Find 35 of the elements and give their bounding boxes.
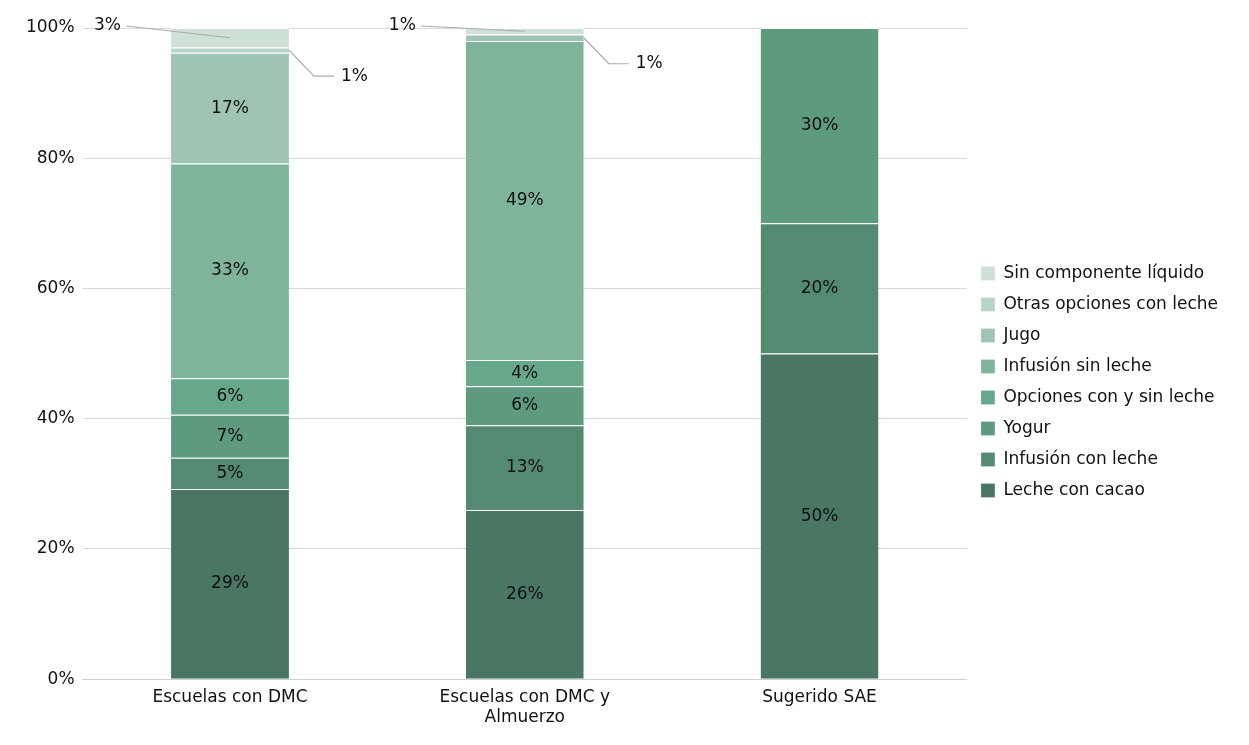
data-label: 17% <box>211 96 249 117</box>
legend-label: Yogur <box>1002 416 1051 437</box>
data-label: 6% <box>511 394 539 415</box>
data-label: 29% <box>211 572 249 593</box>
y-tick-label: 100% <box>25 16 75 37</box>
data-label: 1% <box>388 14 416 35</box>
y-tick-label: 20% <box>36 537 75 558</box>
legend-label: Sin componente líquido <box>1003 261 1205 282</box>
data-label: 5% <box>216 461 244 482</box>
data-label: 3% <box>94 14 122 35</box>
data-label: 4% <box>511 361 539 382</box>
y-tick-label: 40% <box>36 407 75 428</box>
data-label: 26% <box>505 582 544 603</box>
y-tick-label: 0% <box>47 667 75 688</box>
legend-label: Infusión con leche <box>1003 447 1158 468</box>
data-label: 49% <box>505 188 544 209</box>
legend-label: Leche con cacao <box>1003 478 1145 499</box>
legend-label: Otras opciones con leche <box>1003 292 1218 313</box>
data-label: 1% <box>340 64 368 85</box>
x-tick-label: Escuelas con DMC <box>152 685 308 706</box>
data-label: 20% <box>800 276 839 297</box>
x-tick-label: Sugerido SAE <box>762 685 877 706</box>
data-label: 50% <box>800 504 839 525</box>
data-label: 6% <box>216 385 244 405</box>
y-tick-label: 60% <box>36 276 75 297</box>
legend-label: Jugo <box>1002 323 1041 344</box>
data-label: 13% <box>505 455 544 476</box>
legend-label: Opciones con y sin leche <box>1003 385 1215 406</box>
data-label: 30% <box>800 114 839 135</box>
data-label: 1% <box>635 52 663 73</box>
data-label: 7% <box>216 424 244 445</box>
y-tick-label: 80% <box>36 146 75 167</box>
x-tick-label: Escuelas con DMC y Almuerzo <box>439 685 611 727</box>
legend-label: Infusión sin leche <box>1003 354 1152 375</box>
data-label: 33% <box>211 259 249 280</box>
